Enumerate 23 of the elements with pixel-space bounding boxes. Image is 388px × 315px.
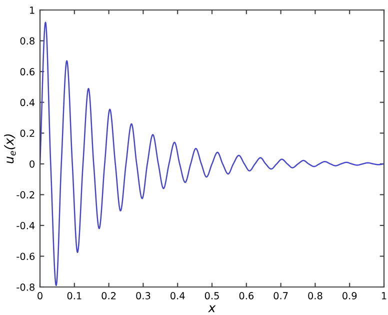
x-tick-label: 0.1 [67,292,82,300]
y-tick-label: -0.2 [16,191,34,198]
x-tick-label: 1 [382,292,386,300]
x-tick-label: 0 [38,292,42,300]
y-tick-label: 1 [30,6,34,14]
x-tick-label: 0.9 [342,292,357,300]
y-tick-label: -0.4 [16,222,35,230]
y-tick-label: -0.6 [16,252,35,260]
x-tick-label: 0.2 [102,292,116,300]
x-tick-label: 0.5 [204,292,219,300]
y-tick-label: 0 [30,160,34,168]
x-tick-label: 0.6 [239,292,254,300]
y-tick-label: 0.8 [20,37,34,45]
y-tick-label: 0.2 [20,130,34,137]
y-tick-label: 0.4 [20,98,35,106]
x-tick-label: 0.8 [308,292,322,300]
x-tick-label: 0.4 [170,292,185,300]
x-tick-label: 0.3 [136,292,150,300]
x-tick-label: 0.7 [274,292,288,300]
x-axis-title: x [208,305,216,312]
y-tick-label: -0.8 [16,283,34,291]
y-axis-title: u$_{e}$(x) [4,134,16,164]
y-tick-label: 0.6 [20,68,35,76]
